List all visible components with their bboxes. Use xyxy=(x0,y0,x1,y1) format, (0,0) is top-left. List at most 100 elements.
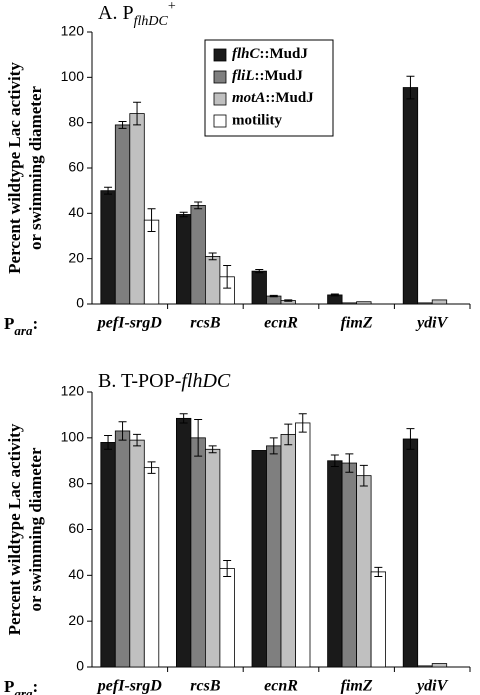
error-bar xyxy=(374,566,383,577)
error-bar xyxy=(330,454,339,467)
y-tick-label: 100 xyxy=(61,68,85,84)
bar xyxy=(251,450,267,668)
error-bar xyxy=(269,437,278,455)
chart-title: B. T-POP-flhDC xyxy=(98,370,231,392)
bar xyxy=(295,422,311,668)
error-bar xyxy=(284,423,293,446)
bar xyxy=(204,255,221,305)
x-label-part: ara xyxy=(14,323,33,338)
bar xyxy=(266,295,282,305)
x-axis-label: Para: xyxy=(4,314,38,339)
x-tick-label: rcsB xyxy=(190,678,221,695)
legend-label: fliL::MudJ xyxy=(232,68,303,84)
bar xyxy=(341,302,358,305)
error-bar xyxy=(359,464,368,487)
bar xyxy=(402,87,419,305)
x-label-part: ara xyxy=(14,686,33,695)
error-bar xyxy=(104,435,113,450)
y-tick-label: 60 xyxy=(68,520,84,536)
bar xyxy=(129,439,145,668)
title-part: + xyxy=(168,0,176,14)
bar xyxy=(143,219,160,305)
error-bar xyxy=(406,428,415,450)
error-bar xyxy=(194,419,203,457)
y-axis-label: or swimming diameter xyxy=(26,86,45,250)
error-bar xyxy=(208,252,217,261)
bar xyxy=(417,665,433,668)
y-tick-label: 0 xyxy=(76,658,84,674)
legend-label: motA::MudJ xyxy=(232,90,314,106)
error-bar xyxy=(284,299,293,302)
y-axis-label: Percent wildtype Lac activity xyxy=(5,62,24,274)
bar xyxy=(266,445,282,668)
chart-title: A. PflhDC+ xyxy=(98,0,176,29)
bar xyxy=(114,124,131,305)
y-tick-label: 20 xyxy=(68,612,84,628)
error-bar xyxy=(208,445,217,454)
x-tick-label: ecnR xyxy=(264,315,298,332)
bar xyxy=(143,467,160,668)
bar xyxy=(402,438,419,668)
bar xyxy=(356,475,372,668)
error-bar xyxy=(330,293,339,297)
bar xyxy=(204,448,221,668)
y-tick-label: 0 xyxy=(76,295,84,311)
y-axis-label: Percent wildtype Lac activity xyxy=(5,423,24,635)
x-axis-label: Para: xyxy=(4,677,38,695)
error-bar xyxy=(104,186,113,195)
bar xyxy=(327,460,343,668)
error-bar xyxy=(298,413,307,433)
bar xyxy=(251,270,267,305)
bar xyxy=(190,437,206,668)
bar xyxy=(370,571,387,668)
error-bar xyxy=(147,461,156,474)
x-tick-label: fimZ xyxy=(341,678,373,695)
x-tick-label: pefI-srgD xyxy=(96,315,162,332)
bar xyxy=(129,113,145,305)
error-bar xyxy=(147,208,156,232)
bar xyxy=(190,204,206,305)
legend-swatch xyxy=(213,92,227,106)
bar xyxy=(417,302,433,305)
legend-label: flhC::MudJ xyxy=(232,46,308,62)
x-tick-label: pefI-srgD xyxy=(96,678,162,695)
x-tick-label: ecnR xyxy=(264,678,298,695)
error-bar xyxy=(345,453,354,473)
y-axis-label: or swimming diameter xyxy=(26,447,45,611)
error-bar xyxy=(133,101,142,126)
error-bar xyxy=(133,433,142,447)
y-tick-label: 120 xyxy=(61,383,85,399)
bar xyxy=(341,462,358,668)
bar xyxy=(114,430,131,668)
legend-swatch xyxy=(213,70,227,84)
bar xyxy=(356,301,372,305)
title-part: flhDC xyxy=(181,370,231,392)
error-bar xyxy=(179,211,188,218)
legend-swatch xyxy=(213,48,227,62)
error-bar xyxy=(194,201,203,210)
x-tick-label: fimZ xyxy=(341,315,373,332)
x-tick-label: rcsB xyxy=(190,315,221,332)
error-bar xyxy=(118,121,127,129)
y-tick-label: 40 xyxy=(68,204,84,220)
error-bar xyxy=(406,75,415,100)
bar xyxy=(100,190,116,305)
x-tick-label: ydiV xyxy=(415,678,449,695)
error-bar xyxy=(269,294,278,298)
x-tick-label: ydiV xyxy=(415,315,449,332)
legend-label: motility xyxy=(232,112,282,128)
error-bar xyxy=(255,269,264,274)
title-part: flhDC xyxy=(134,14,169,29)
error-bar xyxy=(223,559,232,577)
title-part: B. T-POP- xyxy=(98,370,181,392)
x-label-part: : xyxy=(32,677,38,695)
y-tick-label: 20 xyxy=(68,249,84,265)
x-label-part: : xyxy=(32,314,38,333)
bar xyxy=(175,214,192,305)
y-tick-label: 80 xyxy=(68,113,84,129)
bar xyxy=(219,568,235,668)
bar xyxy=(280,433,296,668)
bar xyxy=(431,663,448,668)
y-tick-label: 100 xyxy=(61,429,85,445)
